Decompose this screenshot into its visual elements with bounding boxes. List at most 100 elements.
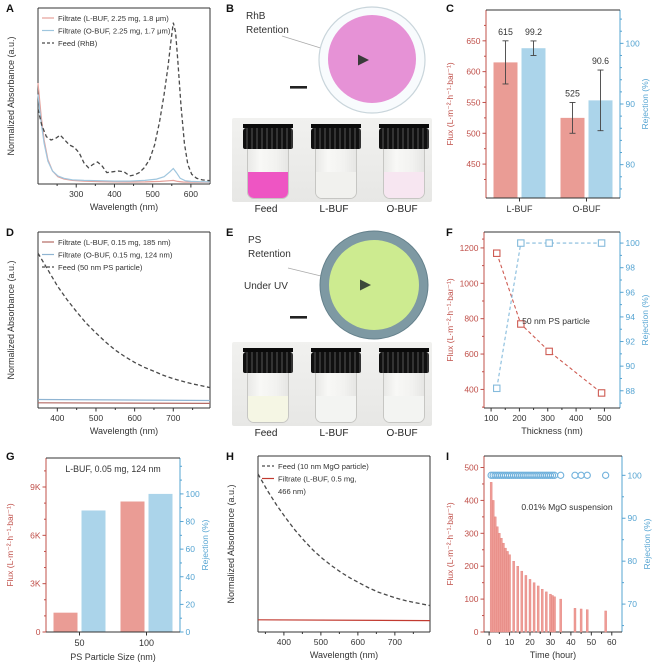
membrane-inner-disc (329, 240, 419, 330)
panel-I: I 0 10 20 30 40 50 60 Time (hour) 0 100 200 300 400 5… (440, 448, 660, 672)
chart-text: 615 (498, 27, 513, 37)
chart-text: Rejection (%) (200, 519, 210, 570)
chart-text: 500 (146, 189, 160, 199)
chart-text: Flux (L·m⁻²·h⁻¹·bar⁻¹) (5, 503, 15, 587)
chart-text: 100 (186, 489, 200, 499)
panel-E: E PS Retention Under UV (220, 224, 440, 448)
flux-bar (508, 554, 511, 633)
series-0 (257, 473, 431, 607)
flux-bar (500, 538, 503, 633)
chart-text: 100 (626, 38, 640, 48)
flux-bar-L-BUF (493, 62, 518, 198)
flux-bar (524, 575, 528, 633)
vial-liquid (248, 396, 288, 422)
chart-text: 100 (626, 238, 640, 248)
flux-bar (541, 589, 544, 633)
vial-liquid (384, 172, 424, 198)
flux-bar (498, 533, 501, 633)
chart-text: Time (hour) (530, 650, 576, 660)
chart-text: 300 (464, 528, 478, 538)
chart-text: Wavelength (nm) (310, 650, 378, 660)
panel-label-D: D (6, 227, 14, 239)
vial-cap (243, 352, 293, 373)
vial-liquid (316, 172, 356, 198)
chart-text: 1000 (460, 278, 479, 288)
flux-bar (504, 547, 507, 633)
flux-bar (520, 570, 524, 633)
chart-text: Flux (L·m⁻²·h⁻¹·bar⁻¹) (445, 502, 455, 586)
membrane-outer-edge (319, 230, 429, 340)
chart-text: 50 nm PS particle (522, 316, 590, 326)
arrow-icon (360, 279, 371, 291)
chart-text: 90 (626, 361, 636, 371)
panel-A: A 300 400 500 600 Wavelength (nm) Normalized … (0, 0, 220, 224)
series-1 (257, 619, 431, 622)
plot-area: 50 100 0 3K 6K 9K 0 20 40 60 80 100 Flux (L·m⁻²·h⁻¹·… (5, 457, 210, 662)
chart-text: 99.2 (525, 27, 542, 37)
chart-text: 100 (139, 638, 154, 648)
chart-text: 550 (466, 97, 480, 107)
rejection-marker (545, 239, 553, 247)
series-0 (37, 82, 210, 183)
chart-text: 20 (525, 637, 535, 647)
rejection-point (548, 471, 557, 479)
chart-text: Feed (50 nm PS particle) (58, 263, 143, 272)
chart-text: 400 (569, 413, 583, 423)
scale-bar (290, 316, 307, 319)
chart-text: 700 (388, 637, 402, 647)
flux-bar (551, 595, 554, 633)
flux-marker (517, 320, 525, 328)
chart-text: 400 (50, 413, 64, 423)
chart-text: 0 (487, 637, 492, 647)
panel-D: D 400 500 600 700 Wavelength (nm) Normalized … (0, 224, 220, 448)
chart-text: PS Particle Size (nm) (70, 652, 156, 662)
chart-H-mgo-spectra: 400 500 600 700 Wavelength (nm) Normalized Ab… (226, 455, 431, 660)
chart-text: Normalized Absorbance (a.u.) (6, 260, 16, 379)
chart-A-rhb-spectra: 300 400 500 600 Wavelength (nm) Normalized Ab… (6, 7, 211, 212)
flux-bar (496, 526, 499, 633)
chart-text: 600 (128, 413, 142, 423)
chart-text: 0 (36, 627, 41, 637)
chart-text: Rejection (%) (642, 518, 652, 569)
chart-G-particle-size-bars: 50 100 0 3K 6K 9K 0 20 40 60 80 100 Flux (L·m⁻²·h⁻¹·… (5, 457, 210, 662)
chart-text: 400 (464, 384, 478, 394)
chart-text: 30 (546, 637, 556, 647)
chart-text: 500 (314, 637, 328, 647)
chart-text: Filtrate (O-BUF, 0.15 mg, 124 nm) (58, 250, 173, 259)
series-2 (37, 252, 211, 389)
chart-text: Wavelength (nm) (90, 202, 158, 212)
rejection-marker (597, 239, 606, 247)
chart-text: 300 (541, 413, 555, 423)
flux-marker (545, 347, 553, 356)
chart-text: 9K (30, 482, 41, 492)
flux-bar (492, 500, 495, 633)
chart-text: 466 nm) (278, 487, 306, 496)
scale-bar (290, 86, 307, 89)
panel-label-G: G (6, 451, 15, 463)
chart-text: 60 (607, 637, 617, 647)
chart-text: 700 (166, 413, 180, 423)
flux-bar-100 (120, 501, 145, 632)
vial-label-feed: Feed (254, 428, 278, 439)
rejection-bar-50 (81, 510, 106, 632)
chart-text: Normalized Absorbance (a.u.) (226, 484, 236, 603)
flux-bar (579, 608, 583, 633)
flux-bar (559, 598, 562, 633)
chart-text: Thickness (nm) (521, 426, 583, 436)
plot-area: 615 99.2 L-BUF 525 90.6 O-BUF 450 500 550 600 650 8… (445, 9, 650, 214)
rejection-point (577, 471, 585, 479)
under-uv-annotation: Under UV (244, 281, 288, 292)
panel-F: F 100 200 300 400 500 Thickness (nm) 400 600 800… (440, 224, 660, 448)
rhb-retention-annotation: RhB Retention (246, 11, 289, 36)
chart-I-longterm: 0 10 20 30 40 50 60 Time (hour) 0 100 200 300 400 500… (445, 455, 652, 660)
chart-text: Flux (L·m⁻²·h⁻¹·bar⁻¹) (445, 62, 455, 146)
flux-bar (549, 593, 552, 633)
chart-text: 80 (628, 556, 638, 566)
chart-C-flux-rejection-bars: 615 99.2 L-BUF 525 90.6 O-BUF 450 500 550 600 650 8… (445, 9, 650, 214)
chart-text: 80 (186, 517, 196, 527)
plot-area: 400 500 600 700 Wavelength (nm) Normalized Ab… (6, 231, 211, 436)
flux-bar (573, 608, 577, 633)
membrane-inner-disc (328, 15, 416, 103)
vial-lbuf (311, 348, 361, 424)
panel-G: G 50 100 0 3K 6K 9K 0 20 40 60 80 100 Flux (L·m⁻²·h⁻… (0, 448, 220, 672)
